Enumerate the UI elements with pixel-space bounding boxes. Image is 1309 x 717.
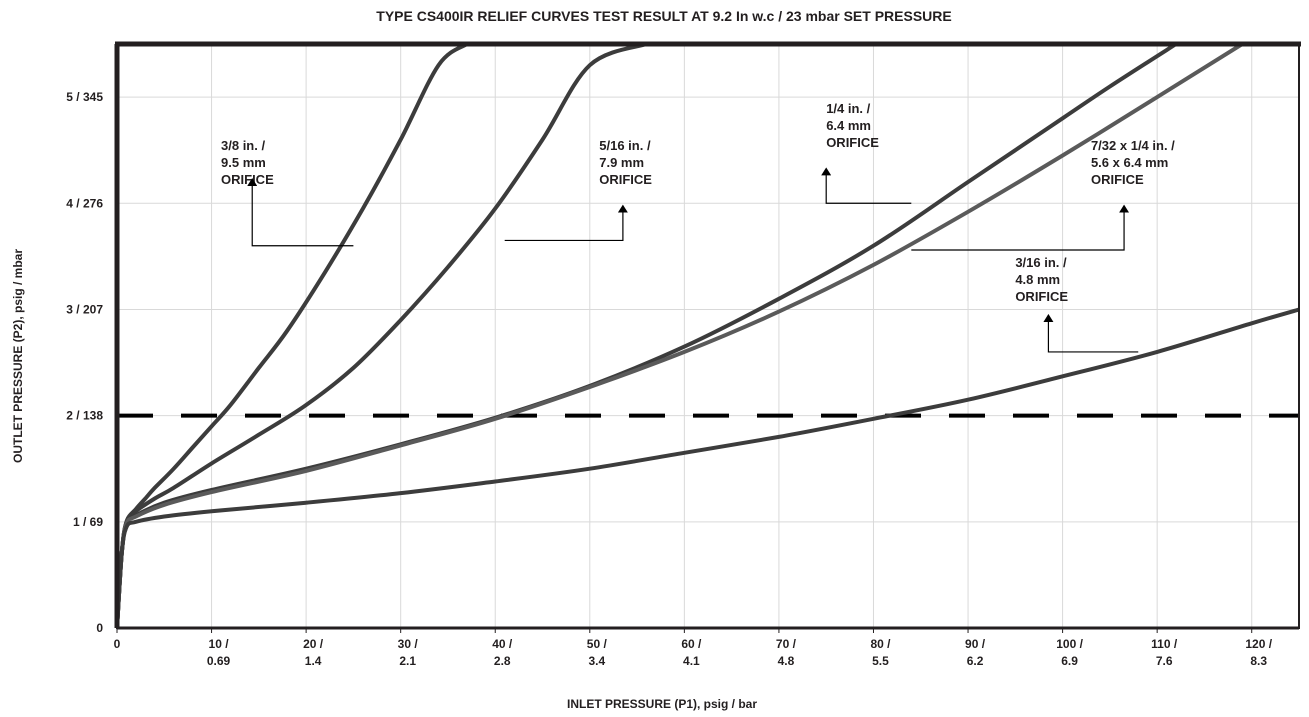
annotation-line: 7.9 mm (599, 155, 644, 170)
annotation-3: 1/4 in. / 6.4 mm ORIFICE (821, 101, 912, 204)
annotation-line: 3/8 in. / (221, 138, 265, 153)
annotation-line: ORIFICE (599, 172, 652, 187)
annotation-label: 1/4 in. / 6.4 mm ORIFICE (826, 101, 879, 150)
annotation-1: 3/8 in. / 9.5 mm ORIFICE (221, 138, 354, 247)
x-tick-label-bar: 4.1 (683, 654, 700, 668)
y-tick-label: 2 / 138 (66, 409, 103, 423)
annotation-line: ORIFICE (826, 135, 879, 150)
x-tick-label: 100 / (1056, 637, 1083, 651)
annotation-line: 4.8 mm (1015, 272, 1060, 287)
plot-frame (114, 41, 1301, 630)
annotation-label: 5/16 in. / 7.9 mm ORIFICE (599, 138, 652, 187)
annotation-leader (504, 204, 628, 242)
y-tick-label: 3 / 207 (66, 302, 103, 316)
x-tick-label: 50 / (587, 637, 608, 651)
y-axis-label: OUTLET PRESSURE (P2), psig / mbar (11, 249, 25, 463)
chart-title: TYPE CS400IR RELIEF CURVES TEST RESULT A… (376, 8, 951, 24)
annotation-line: ORIFICE (1091, 172, 1144, 187)
annotations: 3/8 in. / 9.5 mm ORIFICE 5/16 in. / 7.9 mm OR… (221, 101, 1175, 353)
annotation-line: 5.6 x 6.4 mm (1091, 155, 1168, 170)
x-tick-label: 120 / (1245, 637, 1272, 651)
x-tick-label: 60 / (681, 637, 702, 651)
x-tick-label-bar: 8.3 (1250, 654, 1267, 668)
x-tick-label-bar: 0.69 (207, 654, 231, 668)
x-tick-label-bar: 2.1 (399, 654, 416, 668)
x-tick-label-bar: 6.2 (967, 654, 984, 668)
x-tick-label-bar: 2.8 (494, 654, 511, 668)
annotation-line: 9.5 mm (221, 155, 266, 170)
annotation-leader (911, 204, 1130, 251)
annotation-line: ORIFICE (221, 172, 274, 187)
series-line-4 (117, 44, 1245, 628)
series-line-2 (117, 44, 649, 628)
annotation-2: 5/16 in. / 7.9 mm ORIFICE (504, 138, 652, 242)
x-tick-label: 40 / (492, 637, 513, 651)
series-line-5 (117, 307, 1299, 628)
x-tick-label: 20 / (303, 637, 324, 651)
series-line-1 (117, 44, 469, 628)
annotation-line: 3/16 in. / (1015, 255, 1067, 270)
annotation-line: 6.4 mm (826, 118, 871, 133)
x-axis-label: INLET PRESSURE (P1), psig / bar (567, 697, 757, 711)
y-tick-label: 4 / 276 (66, 196, 103, 210)
x-tick-label-bar: 1.4 (305, 654, 322, 668)
x-tick-label: 0 (114, 637, 121, 651)
annotation-label: 3/8 in. / 9.5 mm ORIFICE (221, 138, 274, 187)
y-tick-label: 0 (96, 621, 103, 635)
series-group (117, 44, 1299, 628)
x-axis-ticks: 0 10 / 0.69 20 / 1.4 30 / 2.1 40 / 2.8 50 / 3.4 60 … (114, 628, 1273, 668)
annotation-4: 7/32 x 1/4 in. / 5.6 x 6.4 mm ORIFICE (911, 138, 1175, 251)
annotation-line: 7/32 x 1/4 in. / (1091, 138, 1175, 153)
x-tick-label: 90 / (965, 637, 986, 651)
y-tick-label: 5 / 345 (66, 90, 103, 104)
series-line-3 (117, 44, 1179, 628)
x-tick-label-bar: 4.8 (778, 654, 795, 668)
x-tick-label: 110 / (1151, 637, 1178, 651)
x-tick-label: 80 / (870, 637, 891, 651)
annotation-5: 3/16 in. / 4.8 mm ORIFICE (1015, 255, 1139, 353)
x-tick-label-bar: 3.4 (588, 654, 605, 668)
annotation-line: 1/4 in. / (826, 101, 870, 116)
x-tick-label-bar: 6.9 (1061, 654, 1078, 668)
x-tick-label-bar: 5.5 (872, 654, 889, 668)
y-tick-label: 1 / 69 (73, 515, 103, 529)
annotation-leader (247, 178, 354, 247)
annotation-leader (821, 167, 912, 204)
x-tick-label: 70 / (776, 637, 797, 651)
annotation-label: 7/32 x 1/4 in. / 5.6 x 6.4 mm ORIFICE (1091, 138, 1175, 187)
x-tick-label-bar: 7.6 (1156, 654, 1173, 668)
x-tick-label: 10 / (209, 637, 230, 651)
annotation-line: ORIFICE (1015, 289, 1068, 304)
y-axis-ticks: 0 1 / 69 2 / 138 3 / 207 4 / 276 5 / 345 (66, 90, 103, 635)
x-tick-label: 30 / (398, 637, 419, 651)
annotation-leader (1043, 313, 1139, 353)
annotation-line: 5/16 in. / (599, 138, 651, 153)
annotation-label: 3/16 in. / 4.8 mm ORIFICE (1015, 255, 1068, 304)
